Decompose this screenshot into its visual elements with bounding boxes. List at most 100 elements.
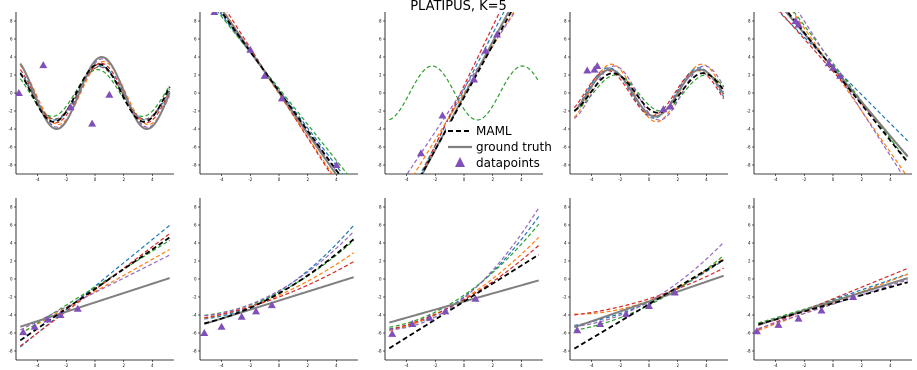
y-tick-label: -8 <box>378 162 382 167</box>
x-tick-label: 2 <box>676 363 679 368</box>
datapoint-marker <box>19 328 28 336</box>
y-tick-label: -4 <box>747 126 751 131</box>
maml-line <box>388 253 540 350</box>
x-tick-label: -2 <box>64 177 68 182</box>
y-tick-label: 0 <box>194 90 197 95</box>
datapoint-marker <box>66 103 75 111</box>
x-tick-label: -2 <box>433 363 437 368</box>
maml-line <box>19 236 171 342</box>
sample-line <box>204 231 355 317</box>
y-tick-label: 6 <box>194 222 197 227</box>
x-tick-label: 2 <box>306 177 309 182</box>
ground-truth-line <box>421 12 510 174</box>
y-tick-label: 0 <box>194 276 197 281</box>
legend-item-ground-truth: ground truth <box>446 139 552 155</box>
datapoint-marker <box>438 111 447 119</box>
legend-triangle-icon <box>455 157 465 167</box>
y-tick-label: 2 <box>379 72 382 77</box>
sample-line <box>574 74 725 112</box>
datapoint-marker <box>252 307 261 315</box>
datapoint-marker <box>441 307 450 315</box>
y-tick-label: 4 <box>564 54 567 59</box>
x-tick-label: -4 <box>220 363 224 368</box>
y-tick-label: -2 <box>9 108 13 113</box>
x-tick-label: 4 <box>151 363 154 368</box>
y-tick-label: 8 <box>194 204 197 209</box>
plot-area <box>573 241 725 350</box>
sample-line <box>406 12 516 174</box>
subplot-row1-col5: -4 -2 0 2 4 -8 -6 -4 -2 0 2 4 6 8 <box>747 12 912 182</box>
x-tick-label: 2 <box>122 177 125 182</box>
datapoint-marker <box>794 20 803 28</box>
y-tick-label: -6 <box>9 330 13 335</box>
sample-line <box>793 12 909 162</box>
datapoint-marker <box>754 327 761 335</box>
x-tick-label: 0 <box>278 177 281 182</box>
y-tick-label: 8 <box>748 204 751 209</box>
sample-line <box>204 252 355 319</box>
sample-line <box>204 240 355 316</box>
datapoint-marker <box>470 75 479 83</box>
y-tick-label: -4 <box>747 312 751 317</box>
datapoint-marker <box>388 329 397 337</box>
datapoint-marker <box>622 310 631 318</box>
sample-line <box>797 12 903 174</box>
subplot-row1-col2: -4 -2 0 2 4 -8 -6 -4 -2 0 2 4 6 8 <box>193 12 358 182</box>
y-tick-label: -6 <box>563 330 567 335</box>
subplot-row2-col5: -4 -2 0 2 4 -8 -6 -4 -2 0 2 4 6 8 <box>747 198 912 368</box>
datapoint-marker <box>666 102 675 110</box>
y-tick-label: -8 <box>378 348 382 353</box>
x-tick-label: 0 <box>463 177 466 182</box>
ground-truth-line <box>573 68 725 118</box>
subplot-row2-col1: -4 -2 0 2 4 -8 -6 -4 -2 0 2 4 6 8 <box>9 198 174 368</box>
y-tick-label: -6 <box>193 330 197 335</box>
datapoint-marker <box>573 326 582 334</box>
y-tick-label: -4 <box>563 312 567 317</box>
y-tick-label: 8 <box>194 18 197 23</box>
y-tick-label: 6 <box>564 222 567 227</box>
legend-item-maml: MAML <box>446 123 540 139</box>
sample-line <box>758 279 908 330</box>
y-tick-label: 4 <box>10 54 13 59</box>
maml-line <box>758 281 908 326</box>
y-tick-label: 2 <box>10 72 13 77</box>
y-tick-label: 0 <box>564 90 567 95</box>
y-tick-label: 2 <box>564 258 567 263</box>
y-tick-label: 0 <box>748 276 751 281</box>
y-tick-label: -8 <box>193 348 197 353</box>
datapoint-marker <box>260 71 269 79</box>
sample-line <box>19 66 171 120</box>
sample-line <box>758 267 908 330</box>
datapoint-marker <box>416 149 425 157</box>
plot-area <box>210 12 348 174</box>
sample-line <box>389 216 540 330</box>
plot-area <box>573 62 725 123</box>
datapoint-marker <box>493 30 502 38</box>
x-tick-label: 0 <box>94 363 97 368</box>
chart-title: PLATIPUS, K=5 <box>410 0 507 14</box>
maml-line <box>786 12 909 163</box>
datapoint-marker <box>267 301 276 309</box>
y-tick-label: 2 <box>748 258 751 263</box>
x-tick-label: -4 <box>405 177 409 182</box>
x-tick-label: -2 <box>618 177 622 182</box>
sample-line <box>389 223 540 328</box>
sample-line <box>389 207 540 331</box>
subplot-row2-col2: -4 -2 0 2 4 -8 -6 -4 -2 0 2 4 6 8 <box>193 198 358 368</box>
plot-area <box>16 55 171 130</box>
y-tick-label: 8 <box>10 18 13 23</box>
y-tick-label: 8 <box>564 18 567 23</box>
plot-area <box>754 267 908 335</box>
y-tick-label: 6 <box>564 36 567 41</box>
y-tick-label: 6 <box>10 36 13 41</box>
y-tick-label: 6 <box>194 36 197 41</box>
y-tick-label: -4 <box>563 126 567 131</box>
subplot-row2-col4: -4 -2 0 2 4 -8 -6 -4 -2 0 2 4 6 8 <box>563 198 728 368</box>
legend-label-maml: MAML <box>476 124 512 138</box>
legend-item-datapoints: datapoints <box>446 155 540 171</box>
y-tick-label: -8 <box>193 162 197 167</box>
x-tick-label: -2 <box>248 363 252 368</box>
datapoint-marker <box>56 311 65 318</box>
maml-line <box>204 238 355 325</box>
